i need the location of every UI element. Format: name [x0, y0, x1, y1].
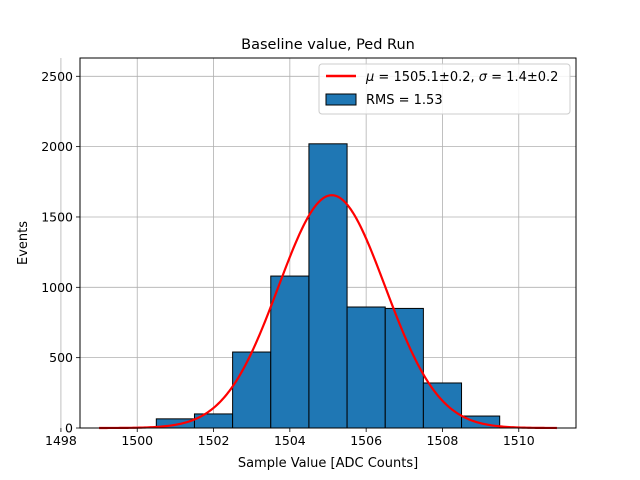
legend-mu-text: = 1505.1±0.2, [374, 70, 478, 85]
y-tick-label: 1500 [41, 209, 73, 224]
histogram-bar [422, 382, 463, 429]
x-axis-label: Sample Value [ADC Counts] [238, 456, 418, 471]
x-axis-ticks: 1498 1500 1502 1504 1506 1508 1510 [45, 428, 535, 448]
y-tick-label: 500 [49, 350, 73, 365]
y-tick-label: 2500 [41, 69, 73, 84]
legend-histogram-swatch [325, 93, 357, 106]
x-tick-label: 1502 [198, 433, 230, 448]
histogram-bar [270, 275, 310, 429]
legend-sigma-symbol: σ [479, 70, 488, 85]
x-tick-label: 1510 [503, 433, 535, 448]
histogram-bar [308, 143, 348, 429]
legend-mu-symbol: μ [365, 70, 374, 85]
fit-curve [99, 194, 557, 430]
y-tick-label: 0 [65, 421, 73, 436]
legend-box [318, 63, 571, 115]
legend-fit-label: μ = 1505.1±0.2, σ = 1.4±0.2 [365, 70, 558, 85]
legend: μ = 1505.1±0.2, σ = 1.4±0.2 RMS = 1.53 [318, 63, 571, 115]
x-tick-label: 1504 [274, 433, 306, 448]
x-tick-label: 1500 [121, 433, 153, 448]
legend-histogram-label: RMS = 1.53 [366, 93, 443, 108]
histogram-bar [232, 351, 272, 429]
histogram-bar [346, 306, 386, 429]
y-axis-ticks: 0 500 1000 1500 2000 2500 [41, 69, 80, 436]
plot-frame [79, 57, 577, 429]
y-tick-label: 1000 [41, 280, 73, 295]
x-tick-label: 1498 [45, 433, 77, 448]
histogram-bars [155, 143, 501, 429]
legend-sigma-text: = 1.4±0.2 [487, 70, 558, 85]
y-tick-label: 2000 [41, 139, 73, 154]
histogram-bar [384, 307, 424, 429]
x-tick-label: 1506 [350, 433, 382, 448]
x-tick-label: 1508 [427, 433, 459, 448]
chart-title: Baseline value, Ped Run [241, 37, 415, 53]
y-axis-label: Events [16, 221, 31, 265]
gaussian-fit [99, 194, 557, 430]
